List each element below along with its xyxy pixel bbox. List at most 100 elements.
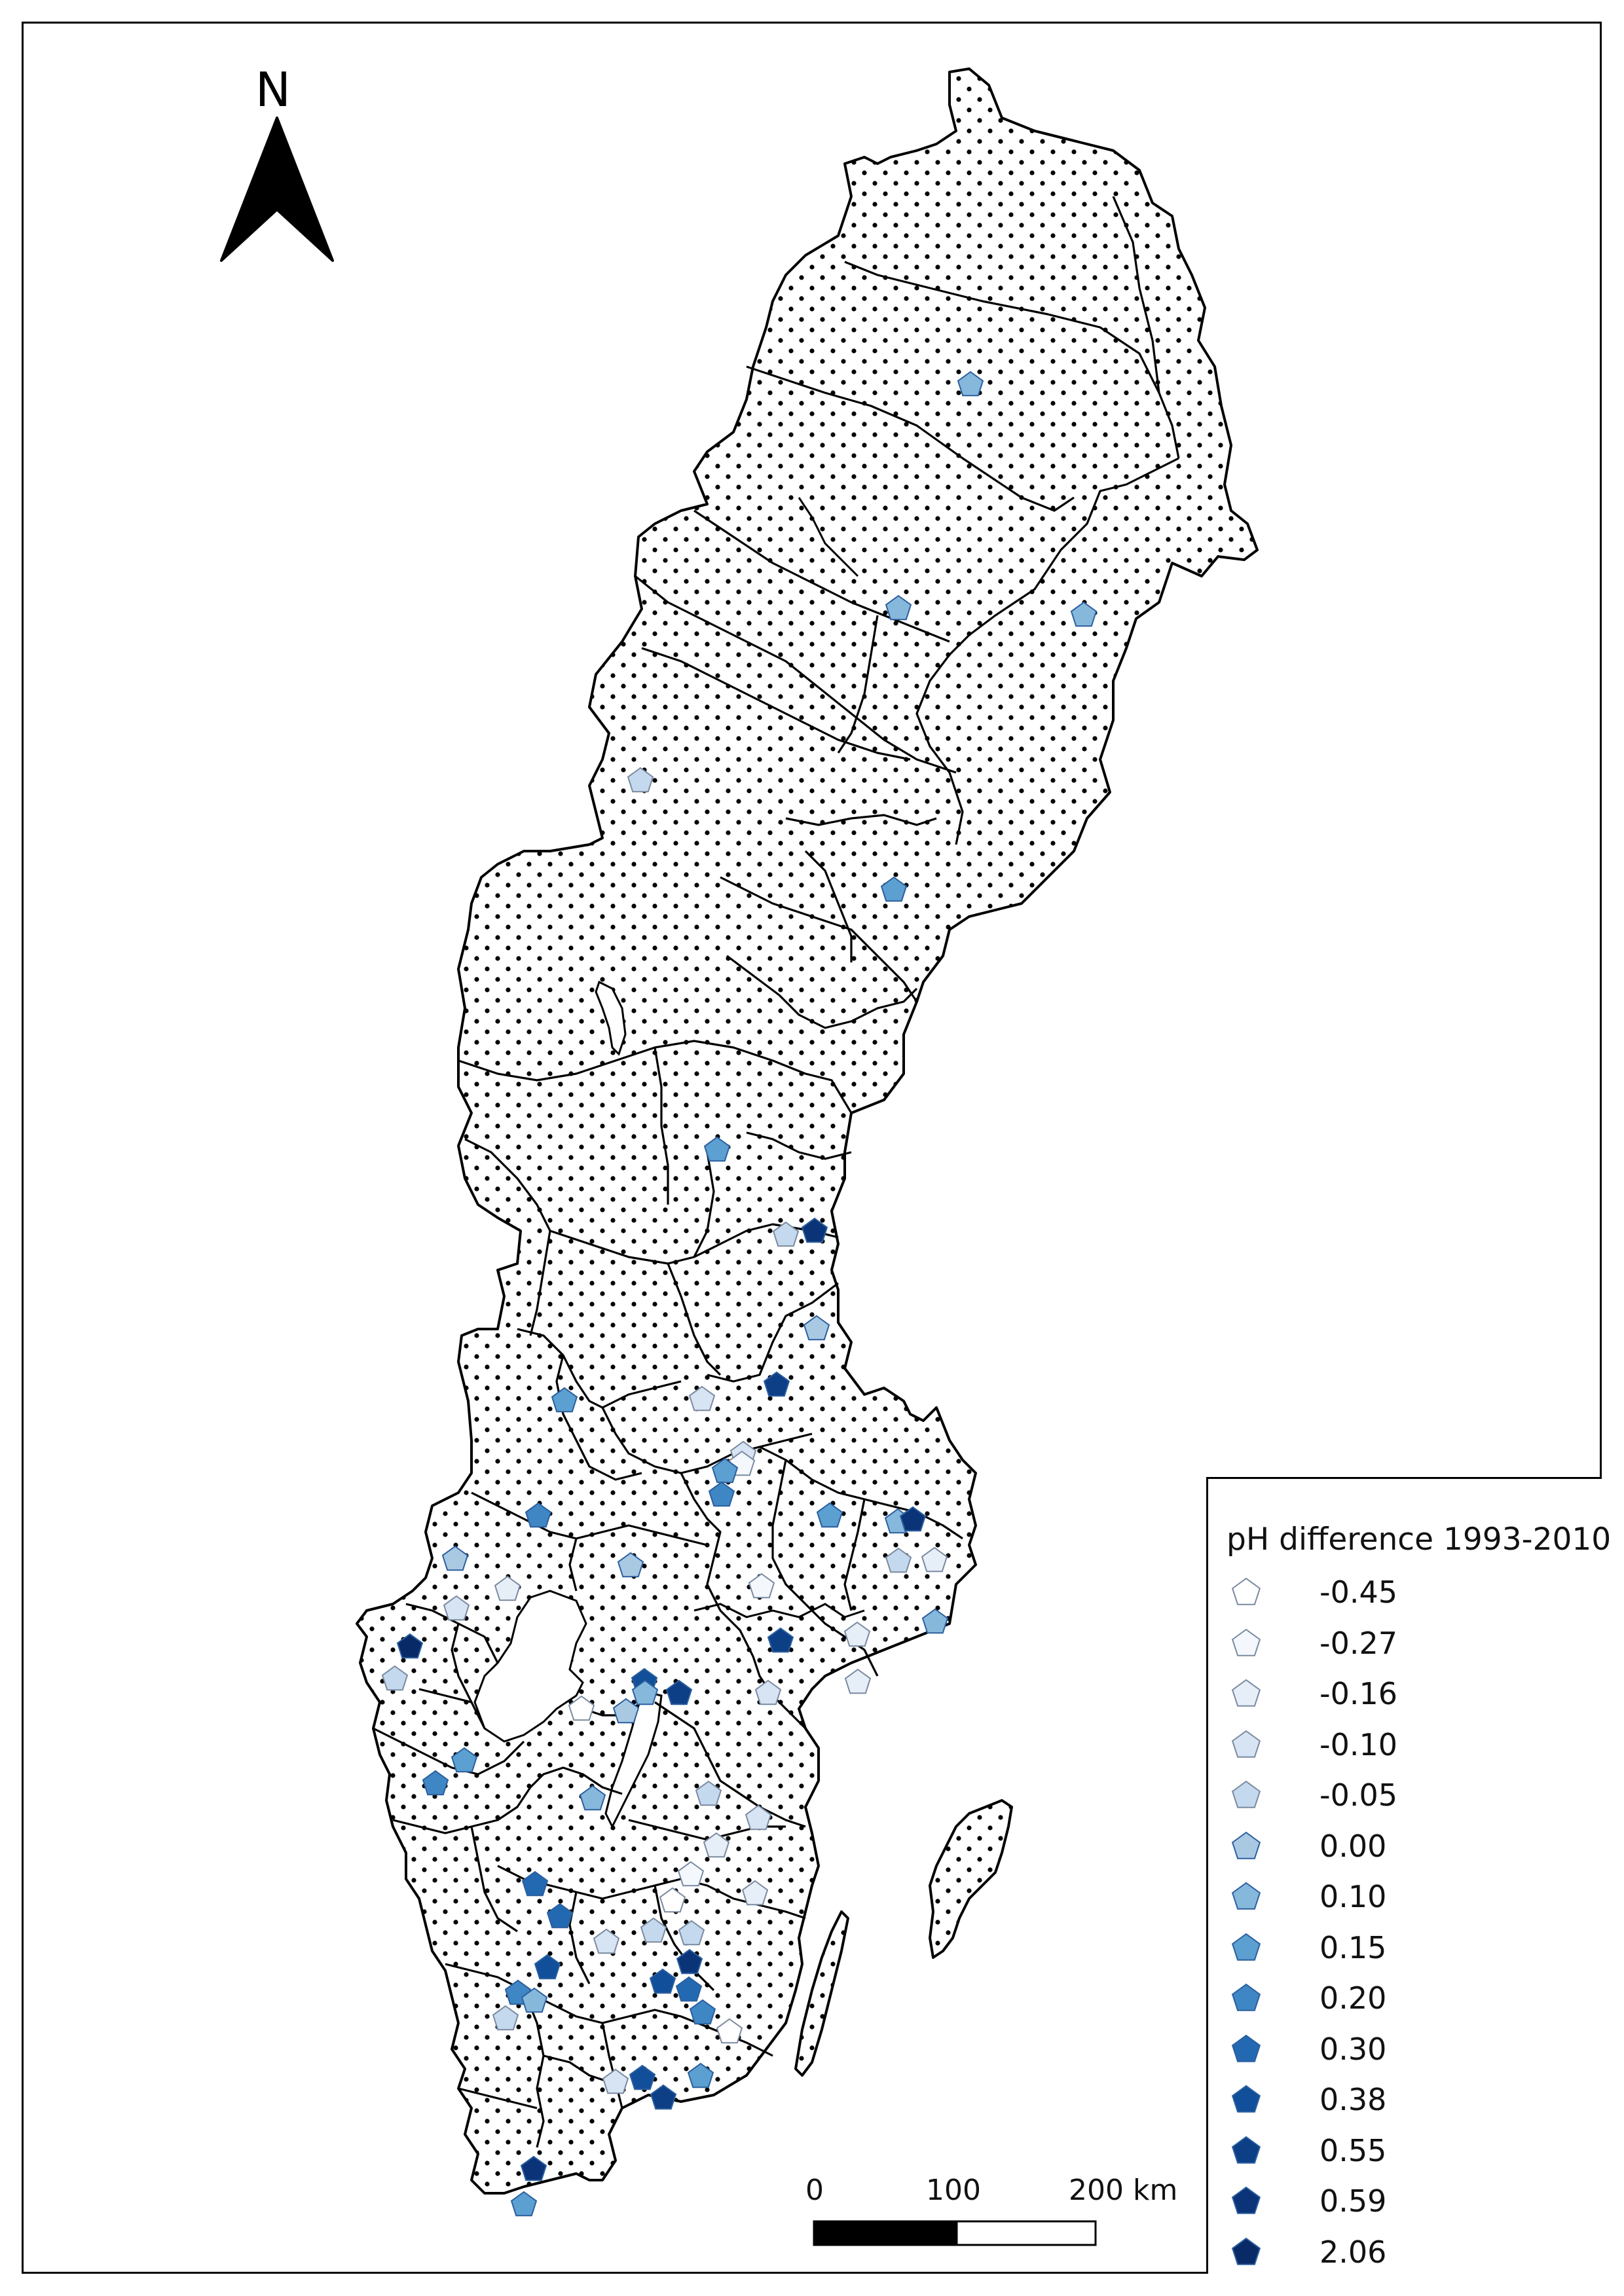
pentagon-symbol-icon [1231,2186,1261,2214]
scale-label-0: 0 [805,2174,824,2207]
legend-item: 0.55 [1227,2128,1593,2174]
legend-item: 0.30 [1227,2026,1593,2072]
site-marker [772,1221,800,1247]
site-marker [687,2062,714,2088]
site-marker [640,1917,667,1943]
pentagon-symbol-icon [1231,1933,1261,1961]
scale-label-200: 200 km [1069,2174,1178,2207]
site-marker [957,371,984,397]
oland-island [794,1910,849,2077]
legend-item-label: -0.10 [1320,1726,1398,1762]
site-marker [568,1695,595,1721]
site-marker [593,1928,620,1954]
legend-item-label: 0.38 [1320,2082,1387,2117]
site-marker [816,1502,843,1528]
site-marker [396,1633,424,1659]
site-marker [885,1547,912,1573]
pentagon-symbol-icon [1231,1983,1261,2011]
site-marker [579,1785,606,1811]
site-marker [649,1968,676,1994]
site-marker [521,1870,549,1897]
sample-sites [381,371,1098,2217]
site-marker [602,2068,629,2094]
site-marker [899,1506,927,1532]
legend-item-label: 0.15 [1320,1929,1387,1965]
legend-item-label: 2.06 [1320,2234,1387,2270]
legend-item-label: 0.20 [1320,1980,1387,2016]
legend-item-label: 0.30 [1320,2031,1387,2067]
site-marker [534,1954,561,1980]
site-marker [525,1502,552,1528]
site-marker [801,1217,828,1243]
site-marker [676,1948,703,1975]
legend-item: -0.27 [1227,1620,1593,1666]
site-marker [520,2155,547,2181]
legend-item-label: -0.45 [1320,1575,1398,1610]
scale-bar [813,2220,1097,2246]
site-marker [665,1679,693,1705]
scale-label-100: 100 [926,2174,981,2207]
site-marker [677,1861,705,1887]
site-marker [441,1545,469,1571]
site-marker [716,2018,743,2044]
site-marker [659,1887,686,1913]
legend-item-label: 0.10 [1320,1879,1387,1914]
site-marker [880,876,908,902]
gotland-island [929,1799,1013,1959]
pentagon-symbol-icon [1231,1831,1261,1859]
site-marker [510,2191,538,2217]
legend-item-label: 0.59 [1320,2183,1387,2219]
legend-item: -0.45 [1227,1569,1593,1615]
site-marker [843,1621,871,1647]
pentagon-symbol-icon [1231,1730,1261,1758]
site-marker [921,1608,949,1634]
legend-item: -0.16 [1227,1671,1593,1717]
site-marker [627,767,654,793]
legend-item: 0.10 [1227,1874,1593,1920]
legend-item: 0.20 [1227,1975,1593,2021]
site-marker [763,1371,790,1397]
legend-item-label: -0.16 [1320,1676,1398,1711]
legend-item: 2.06 [1227,2229,1593,2275]
site-marker [689,1999,716,2025]
north-label: N [255,62,291,117]
pentagon-symbol-icon [1231,2237,1261,2265]
site-marker [754,1679,782,1705]
legend-item-label: -0.05 [1320,1777,1398,1813]
site-marker [629,2064,656,2090]
lake-storsjon [595,980,627,1056]
pentagon-symbol-icon [1231,1628,1261,1656]
site-marker [443,1595,470,1621]
legend-item: 0.00 [1227,1823,1593,1869]
site-marker [494,1575,521,1601]
pentagon-symbol-icon [1231,1679,1261,1707]
site-marker [678,1920,705,1946]
site-marker [748,1573,775,1599]
sweden-mainland [356,67,1259,2195]
site-marker [650,2084,677,2110]
lake-north [798,497,859,577]
site-marker [492,2005,519,2031]
pentagon-symbol-icon [1231,1780,1261,1808]
site-marker [708,1481,735,1507]
site-marker [695,1780,722,1806]
site-marker [688,1385,716,1412]
site-marker [921,1546,948,1573]
site-marker [521,1987,548,2013]
site-marker [803,1315,830,1341]
site-marker [1070,601,1098,627]
pentagon-symbol-icon [1231,1882,1261,1910]
legend: pH difference 1993-2010 -0.45 -0.27 -0.16 -… [1206,1477,1611,2275]
site-marker [612,1698,640,1724]
legend-item: 0.59 [1227,2178,1593,2224]
site-marker [844,1668,872,1694]
site-marker [767,1627,794,1653]
legend-item: -0.05 [1227,1772,1593,1818]
legend-item: -0.10 [1227,1722,1593,1768]
legend-title: pH difference 1993-2010 [1227,1522,1612,1558]
site-marker [745,1804,772,1831]
pentagon-symbol-icon [1231,2085,1261,2113]
site-marker [381,1665,409,1691]
site-marker [885,594,912,621]
site-marker [617,1552,644,1578]
